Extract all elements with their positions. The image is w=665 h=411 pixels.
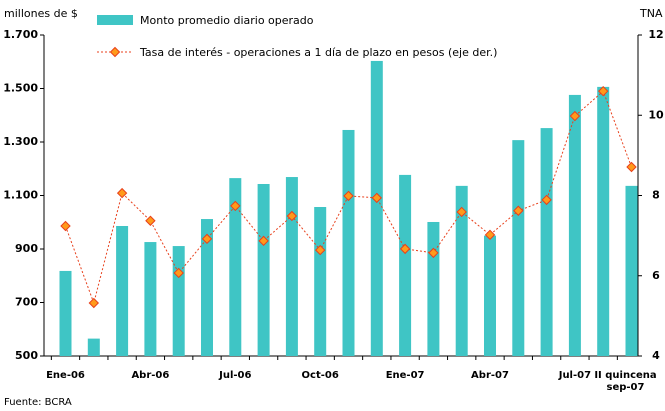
rate-marker xyxy=(371,192,383,204)
y-tick-label: 1.700 xyxy=(3,28,38,41)
bar xyxy=(427,221,440,356)
bar xyxy=(201,219,213,356)
y2-tick-label: 10 xyxy=(648,108,664,121)
rate-marker xyxy=(456,206,467,218)
bar xyxy=(484,235,496,356)
rate-marker xyxy=(541,194,552,206)
rate-marker xyxy=(513,205,524,216)
rate-line xyxy=(65,90,632,305)
bar xyxy=(116,225,129,356)
bar xyxy=(455,185,468,356)
y2-axis-label: TNA xyxy=(639,7,663,20)
bar xyxy=(625,185,638,356)
bar xyxy=(172,246,185,356)
x-tick-label: II quincena sep-07 xyxy=(594,370,656,393)
rate-marker xyxy=(286,210,298,222)
legend-label: Monto promedio diario operado xyxy=(140,14,314,27)
rate-marker xyxy=(201,233,213,245)
y2-tick-label: 12 xyxy=(648,28,663,41)
rate-marker xyxy=(116,187,128,199)
y-tick-label: 700 xyxy=(15,296,38,309)
bar xyxy=(59,270,72,356)
rate-marker xyxy=(626,161,637,173)
x-tick-label: Abr-06 xyxy=(131,370,169,381)
rate-marker xyxy=(88,297,100,309)
bar xyxy=(399,174,412,356)
rate-marker xyxy=(258,235,269,247)
y-tick-label: 500 xyxy=(15,349,38,362)
rate-marker xyxy=(484,229,496,241)
rate-marker xyxy=(60,220,71,232)
legend-marker xyxy=(109,46,121,58)
rate-marker xyxy=(314,244,326,256)
y-tick-label: 1.100 xyxy=(3,189,38,202)
y-axis-label: millones de $ xyxy=(4,7,78,20)
bar xyxy=(597,86,610,357)
y-tick-label: 1.300 xyxy=(3,135,38,148)
bar xyxy=(568,94,581,357)
legend-swatch xyxy=(97,15,133,25)
y2-tick-label: 4 xyxy=(652,349,660,362)
bar xyxy=(540,128,553,356)
bar xyxy=(229,178,242,356)
x-tick-label: Jul-07 xyxy=(558,370,591,381)
rate-marker xyxy=(399,243,411,255)
rate-marker xyxy=(597,85,609,97)
bar xyxy=(512,140,525,356)
source: Fuente: BCRA xyxy=(4,397,72,408)
rate-marker xyxy=(343,190,354,202)
rate-marker xyxy=(230,200,241,212)
x-tick-label: Abr-07 xyxy=(471,370,509,381)
y-tick-label: 1.500 xyxy=(3,82,38,95)
rate-marker xyxy=(145,215,156,226)
x-tick-label: Oct-06 xyxy=(302,370,339,381)
bar xyxy=(370,60,383,356)
legend-label: Tasa de interés - operaciones a 1 día de… xyxy=(139,46,497,59)
y2-tick-label: 6 xyxy=(652,269,660,282)
bar xyxy=(342,129,355,356)
y-tick-label: 900 xyxy=(15,242,38,255)
bar xyxy=(87,338,100,356)
bar xyxy=(314,207,327,356)
y2-tick-label: 8 xyxy=(652,189,660,202)
rate-marker xyxy=(428,247,439,259)
x-tick-label: Ene-06 xyxy=(46,370,85,381)
rate-marker xyxy=(569,110,581,122)
x-tick-label: Jul-06 xyxy=(218,370,251,381)
bar xyxy=(257,183,270,356)
x-tick-label: Ene-07 xyxy=(386,370,425,381)
bar xyxy=(144,242,157,356)
bar xyxy=(285,177,298,356)
rate-marker xyxy=(173,267,184,279)
